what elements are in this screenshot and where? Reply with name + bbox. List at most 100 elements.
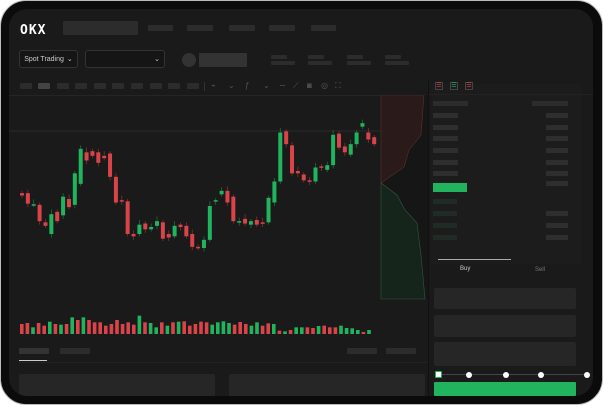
candle bbox=[348, 144, 353, 155]
volume-bar bbox=[260, 325, 265, 334]
candle bbox=[113, 176, 118, 203]
divider bbox=[428, 79, 429, 396]
spot-trading-dropdown[interactable]: Spot Trading ⌄ bbox=[19, 50, 78, 68]
slider-step-50[interactable] bbox=[503, 372, 509, 378]
volume-bar bbox=[322, 325, 326, 334]
ruler-icon[interactable]: ⟋ bbox=[293, 81, 299, 90]
candle-type-icon[interactable]: ⌁ bbox=[211, 81, 216, 90]
timeframe-button[interactable] bbox=[150, 83, 162, 89]
coin-avatar bbox=[182, 53, 196, 67]
amount-input[interactable] bbox=[434, 315, 576, 337]
divider bbox=[204, 82, 205, 91]
timeframe-button[interactable] bbox=[75, 83, 87, 89]
camera-icon[interactable]: ◙ bbox=[307, 81, 312, 90]
candle bbox=[295, 171, 300, 174]
timeframe-button[interactable] bbox=[112, 83, 124, 89]
candle bbox=[372, 137, 377, 145]
candle bbox=[131, 234, 136, 237]
candle bbox=[149, 227, 154, 230]
volume-bar bbox=[227, 323, 231, 334]
ask-size bbox=[546, 136, 568, 141]
candle bbox=[331, 134, 336, 166]
settings-icon[interactable]: ◎ bbox=[321, 81, 328, 90]
filter-button[interactable] bbox=[347, 348, 377, 354]
pair-selector[interactable]: ⌄ bbox=[85, 50, 165, 68]
filter-button[interactable] bbox=[386, 348, 416, 354]
bid-size bbox=[546, 235, 568, 240]
tab-buy[interactable]: Buy bbox=[460, 266, 471, 272]
volume-bar bbox=[255, 322, 259, 334]
candle bbox=[102, 155, 107, 159]
nav-item[interactable] bbox=[187, 25, 213, 31]
candle bbox=[266, 197, 271, 223]
total-input[interactable] bbox=[434, 342, 576, 366]
slider-handle[interactable] bbox=[435, 371, 442, 378]
amount-slider[interactable] bbox=[440, 374, 590, 375]
fullscreen-icon[interactable]: ⛶ bbox=[335, 81, 341, 90]
panel-card bbox=[19, 374, 215, 396]
volume-bar bbox=[311, 328, 315, 334]
app-screen: OKX Spot Trading ⌄ ⌄ ⌁ ⌄ ƒ ⌄ ∼ ⟋ ◙ ◎ ⛶ ☰ … bbox=[9, 9, 593, 396]
tab-sell[interactable]: Sell bbox=[535, 267, 546, 273]
candle bbox=[137, 224, 142, 234]
line-tool-icon[interactable]: ∼ bbox=[279, 81, 286, 90]
search-bar[interactable] bbox=[63, 21, 138, 35]
chevron-down-icon[interactable]: ⌄ bbox=[228, 81, 235, 90]
orderbook-both-icon[interactable]: ☰ bbox=[435, 82, 443, 90]
ask-price bbox=[433, 160, 458, 165]
candle bbox=[366, 132, 371, 140]
volume-bar bbox=[176, 321, 181, 334]
bid-size bbox=[546, 211, 568, 216]
candle bbox=[178, 224, 183, 227]
volume-bar bbox=[126, 322, 130, 334]
candle bbox=[25, 193, 30, 204]
chevron-down-icon[interactable]: ⌄ bbox=[263, 81, 270, 90]
candle bbox=[184, 225, 189, 237]
price-input[interactable] bbox=[434, 288, 576, 309]
timeframe-button[interactable] bbox=[20, 83, 32, 89]
stat-label bbox=[347, 55, 363, 59]
indicator-icon[interactable]: ƒ bbox=[245, 81, 250, 90]
volume-bar bbox=[356, 330, 360, 334]
slider-step-100[interactable] bbox=[584, 372, 590, 378]
candle bbox=[37, 204, 42, 222]
candle bbox=[354, 132, 359, 145]
nav-item[interactable] bbox=[148, 25, 173, 31]
volume-bar bbox=[120, 324, 125, 334]
timeframe-button[interactable] bbox=[131, 83, 143, 89]
candle bbox=[207, 206, 212, 240]
orderbook-bids-icon[interactable]: ☰ bbox=[450, 82, 458, 90]
slider-step-25[interactable] bbox=[466, 372, 472, 378]
tab-history[interactable] bbox=[60, 348, 90, 354]
stat-value bbox=[308, 61, 332, 65]
volume-bar bbox=[199, 321, 203, 334]
candlestick-chart[interactable] bbox=[9, 95, 429, 340]
timeframe-button[interactable] bbox=[57, 83, 69, 89]
ask-size bbox=[546, 171, 568, 176]
nav-item[interactable] bbox=[311, 25, 336, 31]
candle bbox=[319, 166, 324, 168]
buy-button[interactable] bbox=[434, 382, 576, 396]
volume-bar bbox=[115, 320, 119, 334]
orderbook-asks-icon[interactable]: ☰ bbox=[465, 82, 473, 90]
slider-step-75[interactable] bbox=[538, 372, 544, 378]
volume-bar bbox=[339, 325, 343, 334]
ask-price bbox=[433, 171, 458, 176]
timeframe-button[interactable] bbox=[168, 83, 180, 89]
timeframe-button[interactable] bbox=[38, 83, 50, 89]
volume-bar bbox=[182, 321, 186, 334]
volume-bar bbox=[193, 324, 198, 334]
nav-item[interactable] bbox=[269, 25, 295, 31]
tab-open-orders[interactable] bbox=[19, 348, 49, 354]
volume-bar bbox=[36, 323, 41, 334]
ask-price bbox=[433, 125, 458, 130]
timeframe-button[interactable] bbox=[187, 83, 199, 89]
volume-bar bbox=[238, 322, 242, 334]
candle bbox=[284, 131, 289, 145]
nav-item[interactable] bbox=[229, 25, 255, 31]
volume-bar bbox=[266, 323, 270, 334]
panel-card bbox=[229, 374, 425, 396]
volume-bar bbox=[244, 324, 248, 334]
timeframe-button[interactable] bbox=[94, 83, 106, 89]
candle bbox=[143, 223, 148, 230]
